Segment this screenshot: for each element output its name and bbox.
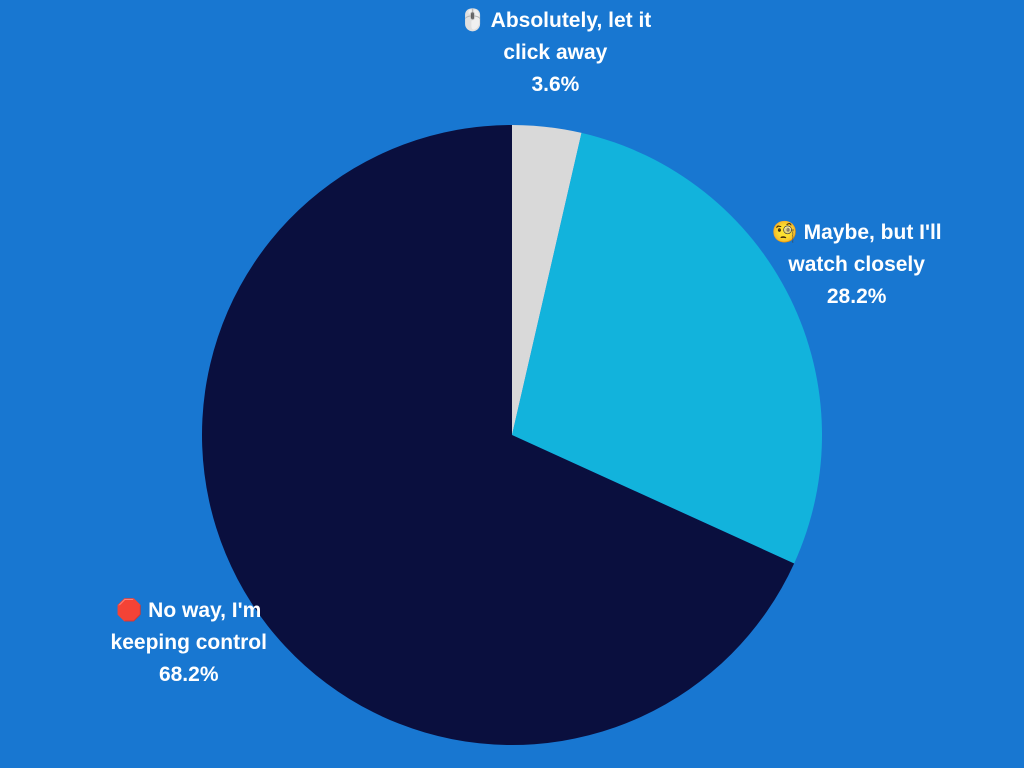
slice-label: 🖱️ Absolutely, let it click away 3.6% (450, 5, 660, 101)
pie-slice (202, 125, 795, 746)
category-label: 🛑 No way, I'm keeping control (110, 599, 267, 654)
value-label: 3.6% (531, 73, 580, 97)
pie-slice (512, 125, 582, 435)
value-label: 68.2% (158, 663, 219, 686)
value-label: 28.2% (826, 284, 887, 308)
slice-label: 🧐 Maybe, but I'll watch closely 28.2% (752, 217, 962, 313)
pie-slice (512, 132, 822, 564)
slice-label: 🛑 No way, I'm keeping control 68.2% (84, 595, 294, 691)
category-label: 🖱️ Absolutely, let it click away (459, 9, 652, 65)
category-label: 🧐 Maybe, but I'll watch closely (771, 220, 942, 276)
